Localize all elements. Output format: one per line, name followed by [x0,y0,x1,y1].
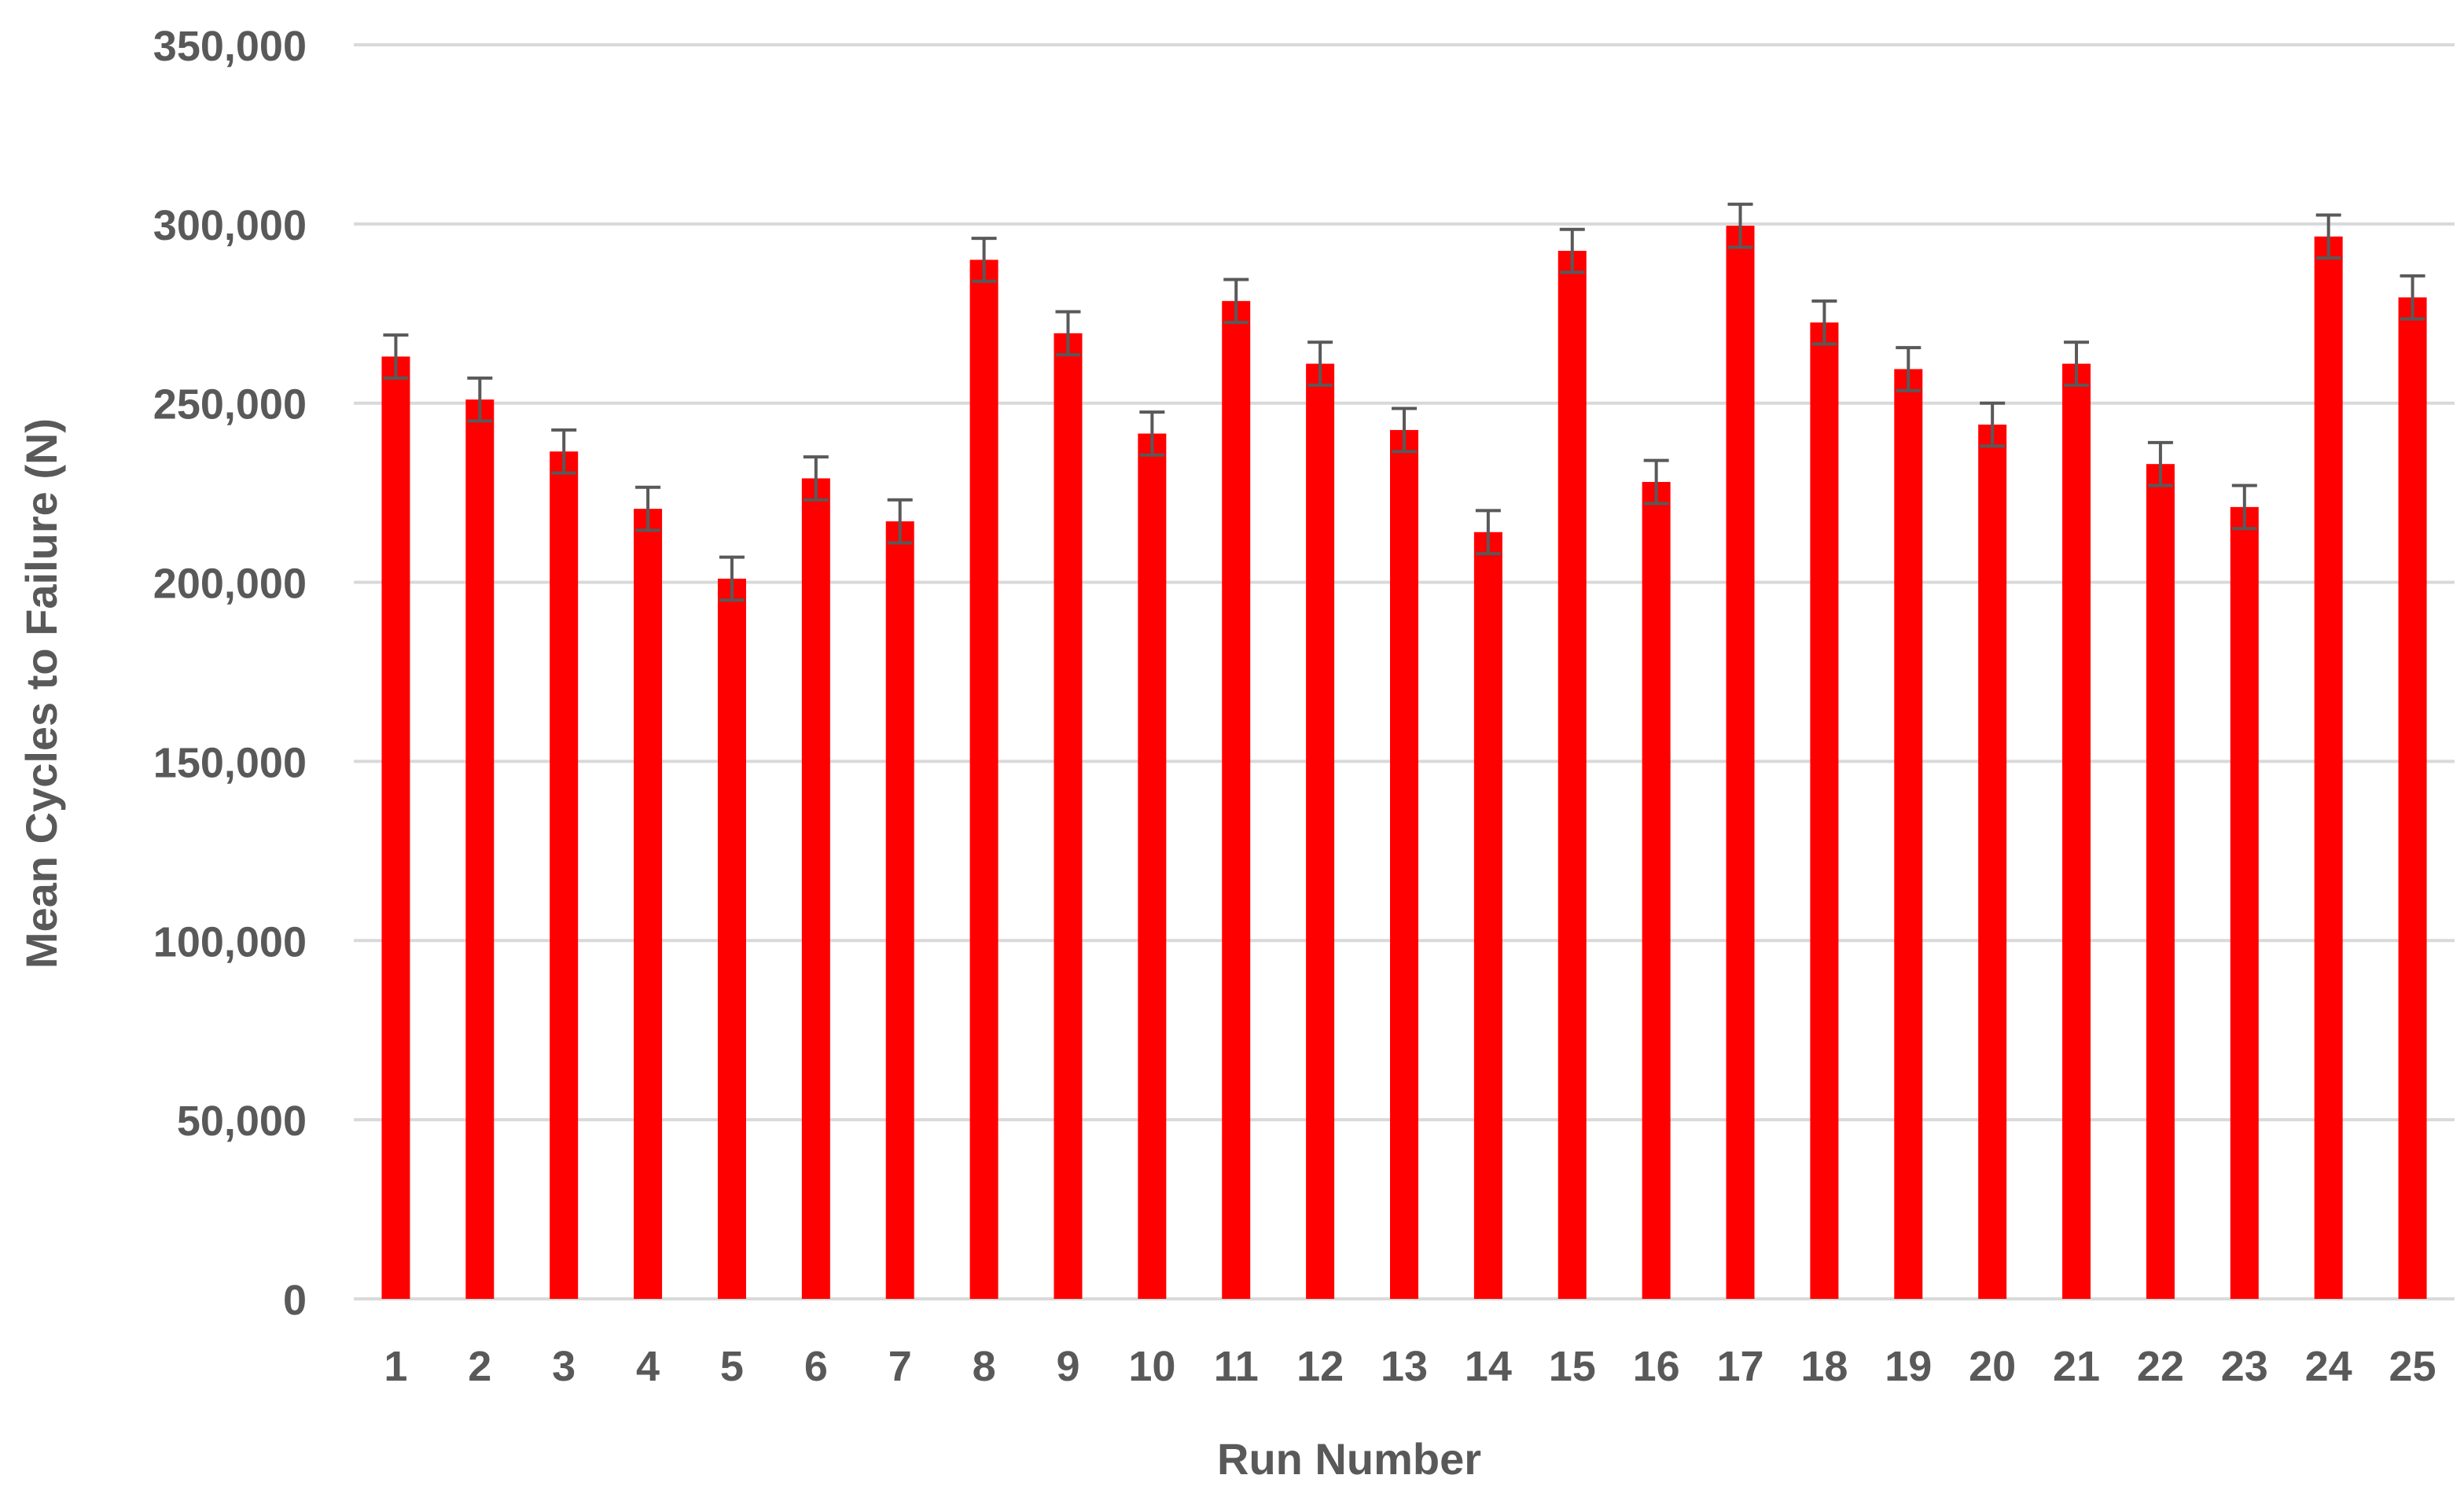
bars [381,226,2427,1300]
x-tick-label: 12 [1296,1343,1344,1390]
bar [2062,363,2091,1300]
bar [717,579,746,1299]
y-tick-label: 0 [283,1277,307,1324]
bar [2146,464,2175,1299]
x-tick-label: 23 [2221,1343,2268,1390]
x-tick-label: 13 [1381,1343,1428,1390]
y-tick-label: 200,000 [153,561,307,608]
x-tick-label: 19 [1885,1343,1932,1390]
x-tick-label: 11 [1214,1343,1259,1390]
x-tick-label: 6 [804,1343,828,1390]
x-tick-label: 10 [1128,1343,1175,1390]
x-tick-label: 16 [1633,1343,1680,1390]
bar [634,509,663,1299]
y-tick-label: 350,000 [153,23,307,70]
x-tick-label: 14 [1465,1343,1512,1390]
bar [1557,251,1587,1300]
x-tick-label: 15 [1549,1343,1596,1390]
bar [1222,300,1251,1300]
y-axis-ticks: 0 50,000 100,000 150,000 200,000 250,000 300,0… [153,23,307,1324]
x-tick-label: 2 [468,1343,491,1390]
x-tick-label: 1 [384,1343,407,1390]
x-tick-label: 20 [1969,1343,2016,1390]
x-tick-label: 25 [2389,1343,2436,1390]
x-tick-label: 8 [973,1343,996,1390]
error-bars [383,202,2425,602]
y-axis-title: Mean Cycles to Failure (N) [17,418,66,969]
x-tick-label: 17 [1716,1343,1763,1390]
bar [1894,369,1923,1300]
bar [2314,236,2343,1299]
x-tick-label: 5 [720,1343,744,1390]
bar [550,451,579,1299]
y-tick-label: 300,000 [153,202,307,249]
bar [2398,297,2427,1299]
bar [1810,322,1839,1299]
bar [465,399,495,1300]
x-tick-label: 9 [1056,1343,1079,1390]
x-tick-label: 3 [552,1343,576,1390]
bar [1642,481,1671,1299]
bar [1473,531,1502,1299]
bar [1978,425,2007,1299]
y-tick-label: 250,000 [153,381,307,429]
y-tick-label: 100,000 [153,918,307,966]
y-tick-label: 50,000 [177,1098,307,1145]
bar [1726,226,1755,1299]
bar [381,356,410,1299]
bar [969,259,998,1299]
bar [1390,429,1418,1300]
bar [1054,333,1083,1300]
x-tick-label: 21 [2053,1343,2100,1390]
bar [2230,506,2259,1299]
x-axis-title: Run Number [1217,1434,1481,1484]
x-axis-ticks: 1 2 3 4 5 6 7 8 9 10 11 12 13 14 15 16 17 18 19 20 21 22 23 24 2… [384,1343,2436,1390]
bar [1138,433,1167,1300]
bar [885,521,914,1299]
x-tick-label: 22 [2137,1343,2184,1390]
x-tick-label: 18 [1800,1343,1848,1390]
x-tick-label: 7 [888,1343,912,1390]
y-tick-label: 150,000 [153,739,307,786]
bar [801,478,830,1299]
x-tick-label: 24 [2305,1343,2352,1390]
bar [1306,363,1335,1300]
x-tick-label: 4 [636,1343,660,1390]
